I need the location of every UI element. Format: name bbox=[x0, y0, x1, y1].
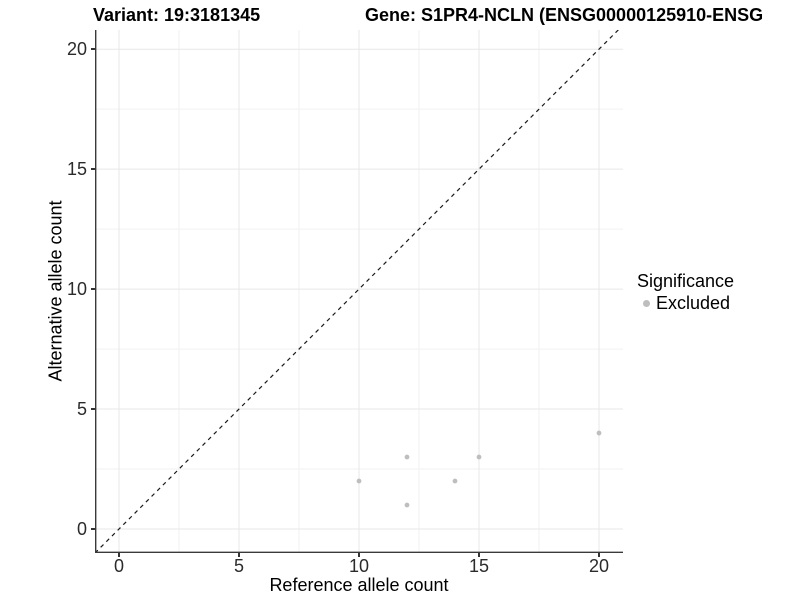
x-tick-mark bbox=[478, 553, 480, 557]
data-point bbox=[404, 502, 410, 508]
y-tick-mark bbox=[91, 168, 95, 170]
variant-title: Variant: 19:3181345 bbox=[93, 5, 261, 25]
data-point bbox=[476, 454, 482, 460]
data-point bbox=[404, 454, 410, 460]
y-tick-label: 10 bbox=[66, 279, 87, 300]
y-axis-title: Alternative allele count bbox=[45, 200, 66, 382]
x-tick-label: 20 bbox=[588, 556, 610, 576]
y-tick-label: 15 bbox=[66, 159, 87, 180]
y-tick-label: 0 bbox=[76, 519, 87, 539]
data-point bbox=[452, 478, 458, 484]
x-tick-mark bbox=[238, 553, 240, 557]
x-tick-mark bbox=[598, 553, 600, 557]
y-tick-mark bbox=[91, 408, 95, 410]
x-tick-mark bbox=[358, 553, 360, 557]
y-tick-mark bbox=[91, 528, 95, 530]
data-point bbox=[596, 430, 602, 436]
x-tick-label: 15 bbox=[468, 556, 490, 576]
y-tick-mark bbox=[91, 48, 95, 50]
data-point bbox=[356, 478, 362, 484]
legend-title: Significance bbox=[637, 271, 735, 291]
x-tick-mark bbox=[118, 553, 120, 557]
x-tick-label: 10 bbox=[348, 556, 370, 576]
x-axis-title: Reference allele count bbox=[269, 575, 449, 595]
y-tick-mark bbox=[91, 288, 95, 290]
x-tick-label: 0 bbox=[113, 556, 125, 576]
y-tick-label: 20 bbox=[66, 39, 87, 60]
excluded-point-icon bbox=[643, 299, 650, 307]
gene-title: Gene: S1PR4-NCLN (ENSG00000125910-ENSG bbox=[365, 5, 764, 25]
legend: Significance Excluded bbox=[637, 271, 734, 313]
legend-item-label: Excluded bbox=[656, 293, 731, 313]
y-tick-label: 5 bbox=[76, 399, 87, 420]
x-tick-label: 5 bbox=[233, 556, 245, 576]
legend-item-excluded: Excluded bbox=[637, 293, 734, 313]
plot-panel bbox=[95, 30, 623, 553]
